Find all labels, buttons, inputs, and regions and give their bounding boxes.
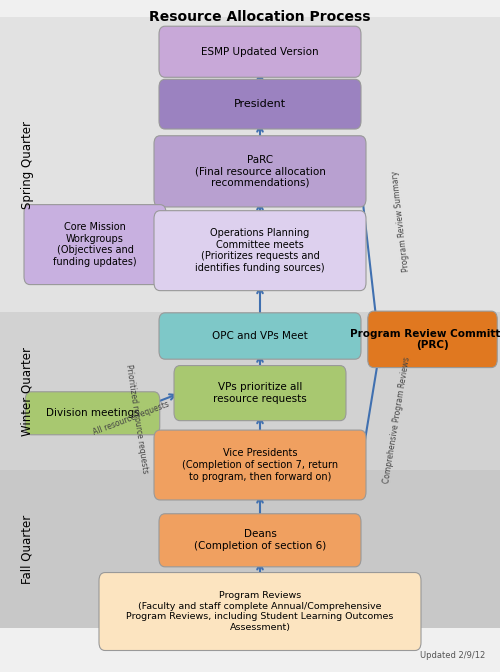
Text: Deans
(Completion of section 6): Deans (Completion of section 6) [194,530,326,551]
Bar [0,312,500,470]
FancyBboxPatch shape [99,573,421,650]
Text: Program Review Committee
(PRC): Program Review Committee (PRC) [350,329,500,350]
Text: Prioritized resource requests: Prioritized resource requests [124,364,150,474]
FancyBboxPatch shape [154,430,366,500]
Text: Vice Presidents
(Completion of section 7, return
to program, then forward on): Vice Presidents (Completion of section 7… [182,448,338,482]
Text: Core Mission
Workgroups
(Objectives and
funding updates): Core Mission Workgroups (Objectives and … [53,222,137,267]
Text: Updated 2/9/12: Updated 2/9/12 [420,651,485,660]
Text: Comprehensive Program Reviews: Comprehensive Program Reviews [382,356,412,484]
FancyBboxPatch shape [159,26,361,77]
Text: Operations Planning
Committee meets
(Prioritizes requests and
identifies funding: Operations Planning Committee meets (Pri… [195,228,325,273]
FancyBboxPatch shape [368,311,497,368]
FancyBboxPatch shape [159,513,361,567]
Text: Division meetings: Division meetings [46,409,140,418]
FancyBboxPatch shape [25,392,160,435]
Text: VPs prioritize all
resource requests: VPs prioritize all resource requests [213,382,307,404]
FancyBboxPatch shape [154,211,366,290]
Text: OPC and VPs Meet: OPC and VPs Meet [212,331,308,341]
Text: ESMP Updated Version: ESMP Updated Version [201,47,319,56]
Text: Program Reviews
(Faculty and staff complete Annual/Comprehensive
Program Reviews: Program Reviews (Faculty and staff compl… [126,591,394,632]
FancyBboxPatch shape [159,79,361,129]
Text: All resource requests: All resource requests [92,399,170,437]
Text: Winter Quarter: Winter Quarter [21,347,34,436]
Text: PaRC
(Final resource allocation
recommendations): PaRC (Final resource allocation recommen… [194,155,326,188]
Bar [0,470,500,628]
FancyBboxPatch shape [154,136,366,207]
FancyBboxPatch shape [159,313,361,360]
Bar [0,17,500,312]
FancyBboxPatch shape [174,366,346,421]
Text: Program Review Summary: Program Review Summary [390,170,411,272]
Text: Spring Quarter: Spring Quarter [21,121,34,208]
Text: Fall Quarter: Fall Quarter [21,515,34,584]
Text: Resource Allocation Process: Resource Allocation Process [149,10,371,24]
Text: President: President [234,99,286,109]
FancyBboxPatch shape [24,205,166,285]
